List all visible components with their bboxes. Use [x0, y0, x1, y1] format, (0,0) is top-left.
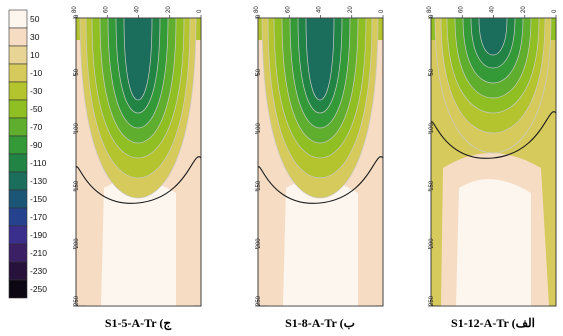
contour-line [76, 156, 201, 204]
y-tick-label: 250 [256, 295, 262, 306]
colorbar-swatch [8, 153, 28, 173]
y-tick-label: 200 [74, 238, 80, 249]
colorbar-label: -30 [30, 86, 43, 96]
colorbar-label: -170 [30, 212, 47, 222]
x-tick-label: 60 [458, 6, 464, 13]
colorbar: 50 30 10 -10 -30 -50 -70 -90 -110 -130 -150 -170 -19… [8, 9, 47, 299]
colorbar-swatch [8, 189, 28, 209]
colorbar-swatch [8, 9, 28, 29]
contour-line [431, 111, 556, 159]
colorbar-label: -190 [30, 230, 47, 240]
colorbar-swatch [8, 171, 28, 191]
contour-band [305, 18, 335, 101]
contour-band [283, 179, 358, 306]
panel-caption: S1-5-A-Tr (ج [104, 316, 172, 330]
colorbar-label: -70 [30, 122, 43, 132]
contour-fills [258, 18, 383, 306]
contour-line [258, 156, 383, 204]
colorbar-swatch [8, 99, 28, 119]
colorbar-label: -50 [30, 104, 43, 114]
colorbar-label: 30 [30, 32, 40, 42]
y-tick-label: 100 [429, 123, 435, 134]
y-tick-label: 0 [256, 14, 262, 18]
y-tick-label: 0 [429, 14, 435, 18]
colorbar-swatch [8, 225, 28, 245]
x-tick-label: 80 [72, 6, 78, 13]
colorbar-label: -90 [30, 140, 43, 150]
y-tick-label: 150 [429, 180, 435, 191]
colorbar-label: -110 [30, 158, 47, 168]
colorbar-swatch [8, 261, 28, 281]
x-tick-label: 40 [317, 6, 323, 13]
y-tick-label: 200 [256, 238, 262, 249]
colorbar-swatch [8, 243, 28, 263]
colorbar-label: -210 [30, 248, 47, 258]
x-tick-label: 80 [427, 6, 433, 13]
x-tick-label: 60 [285, 6, 291, 13]
contour-band [101, 179, 176, 306]
colorbar-label: -10 [30, 68, 43, 78]
colorbar-label: 50 [30, 14, 40, 24]
contour-fills [431, 18, 556, 306]
x-tick-label: 20 [166, 6, 172, 13]
colorbar-swatch [8, 27, 28, 47]
colorbar-legend: 50 30 10 -10 -30 -50 -70 -90 -110 -130 -150 -170 -19… [0, 0, 60, 331]
x-tick-label: 0 [197, 9, 203, 13]
colorbar-label: -250 [30, 284, 47, 294]
contour-panel-s1-12: 80 60 40 20 0 0 50 100 150 200 250 S1-12-A-Tr (الف [423, 0, 563, 331]
y-tick-label: 50 [74, 68, 80, 75]
y-tick-label: 200 [429, 238, 435, 249]
contour-band [123, 18, 153, 101]
contour-panel-s1-5: 80 60 40 20 0 0 50 100 150 200 250 S1-5-A-Tr (ج [68, 0, 208, 331]
x-tick-label: 60 [103, 6, 109, 13]
x-tick-label: 40 [490, 6, 496, 13]
colorbar-label: -230 [30, 266, 47, 276]
y-tick-label: 150 [74, 180, 80, 191]
x-tick-label: 20 [348, 6, 354, 13]
contour-band [456, 179, 531, 306]
colorbar-swatch [8, 207, 28, 227]
panel-caption: S1-8-A-Tr (ب [285, 316, 355, 330]
colorbar-swatch [8, 45, 28, 65]
x-tick-label: 80 [254, 6, 260, 13]
y-tick-label: 100 [74, 123, 80, 134]
panel-caption: S1-12-A-Tr (الف [451, 316, 535, 330]
colorbar-swatch [8, 279, 28, 299]
y-tick-label: 0 [74, 14, 80, 18]
y-tick-label: 150 [256, 180, 262, 191]
x-tick-label: 20 [521, 6, 527, 13]
y-tick-label: 100 [256, 123, 262, 134]
y-tick-label: 250 [74, 295, 80, 306]
colorbar-swatch [8, 135, 28, 155]
colorbar-label: -150 [30, 194, 47, 204]
y-tick-label: 50 [256, 68, 262, 75]
contour-fills [76, 18, 201, 306]
y-tick-label: 250 [429, 295, 435, 306]
colorbar-swatch [8, 117, 28, 137]
x-tick-label: 0 [379, 9, 385, 13]
colorbar-label: 10 [30, 50, 40, 60]
colorbar-swatch [8, 63, 28, 83]
colorbar-swatch [8, 81, 28, 101]
colorbar-label: -130 [30, 176, 47, 186]
y-tick-label: 50 [429, 68, 435, 75]
x-tick-label: 0 [552, 9, 558, 13]
contour-panel-s1-8: 80 60 40 20 0 0 50 100 150 200 250 S1-8-A-Tr (ب [250, 0, 390, 331]
x-tick-label: 40 [135, 6, 141, 13]
contour-band [478, 18, 508, 56]
